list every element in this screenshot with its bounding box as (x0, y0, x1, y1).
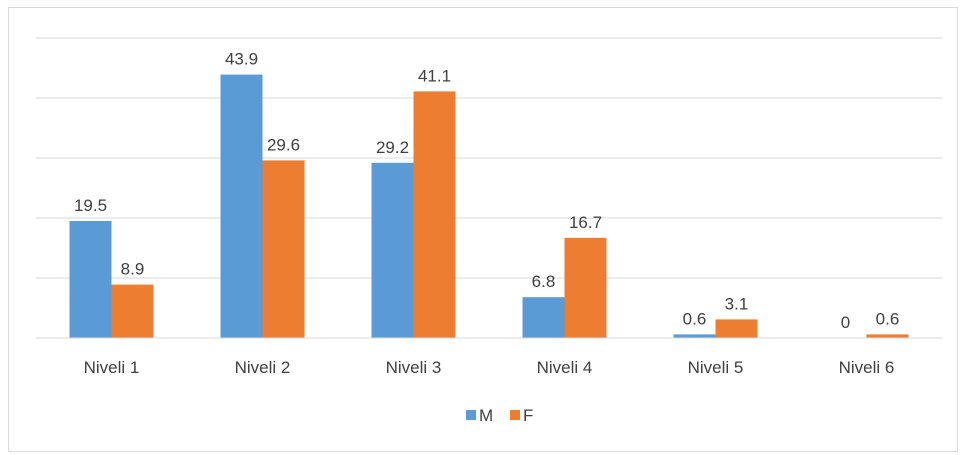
data-label-f-5: 3.1 (725, 294, 749, 313)
data-label-m-3: 29.2 (376, 138, 409, 157)
bar-m-3 (371, 162, 414, 338)
data-label-m-5: 0.6 (683, 309, 707, 328)
x-tick-label: Niveli 2 (235, 358, 291, 377)
gridlines (36, 37, 942, 279)
bar-f-2 (262, 160, 305, 338)
bar-m-5 (673, 334, 716, 338)
x-axis-tick-labels: Niveli 1 Niveli 2 Niveli 3 Niveli 4 Niveli 5… (84, 358, 895, 377)
data-label-f-4: 16.7 (569, 213, 602, 232)
data-label-m-4: 6.8 (532, 272, 556, 291)
bar-m-4 (522, 297, 565, 338)
chart-frame (8, 7, 958, 452)
x-tick-label: Niveli 6 (839, 358, 895, 377)
data-label-m-2: 43.9 (225, 50, 258, 69)
bar-m-1 (69, 221, 112, 338)
bar-f-6 (866, 334, 909, 338)
bars (69, 74, 909, 339)
data-label-f-3: 41.1 (418, 66, 451, 85)
data-label-m-6: 0 (841, 313, 850, 332)
legend-swatch-f (510, 410, 520, 420)
bar-f-3 (413, 91, 456, 339)
bar-m-2 (220, 74, 263, 338)
x-tick-label: Niveli 1 (84, 358, 140, 377)
x-tick-label: Niveli 3 (386, 358, 442, 377)
x-tick-label: Niveli 4 (537, 358, 593, 377)
data-label-m-1: 19.5 (74, 196, 107, 215)
data-labels: 19.5 8.9 43.9 29.6 29.2 41.1 6.8 16.7 0.6 3.1 0 0.6 (74, 50, 899, 332)
bar-f-1 (111, 284, 154, 338)
legend-label-m: M (479, 406, 493, 425)
bar-f-5 (715, 319, 758, 338)
bar-f-4 (564, 237, 607, 338)
data-label-f-6: 0.6 (876, 309, 900, 328)
x-tick-label: Niveli 5 (688, 358, 744, 377)
data-label-f-2: 29.6 (267, 135, 300, 154)
legend-label-f: F (523, 406, 533, 425)
data-label-f-1: 8.9 (121, 260, 145, 279)
legend-swatch-m (466, 410, 476, 420)
